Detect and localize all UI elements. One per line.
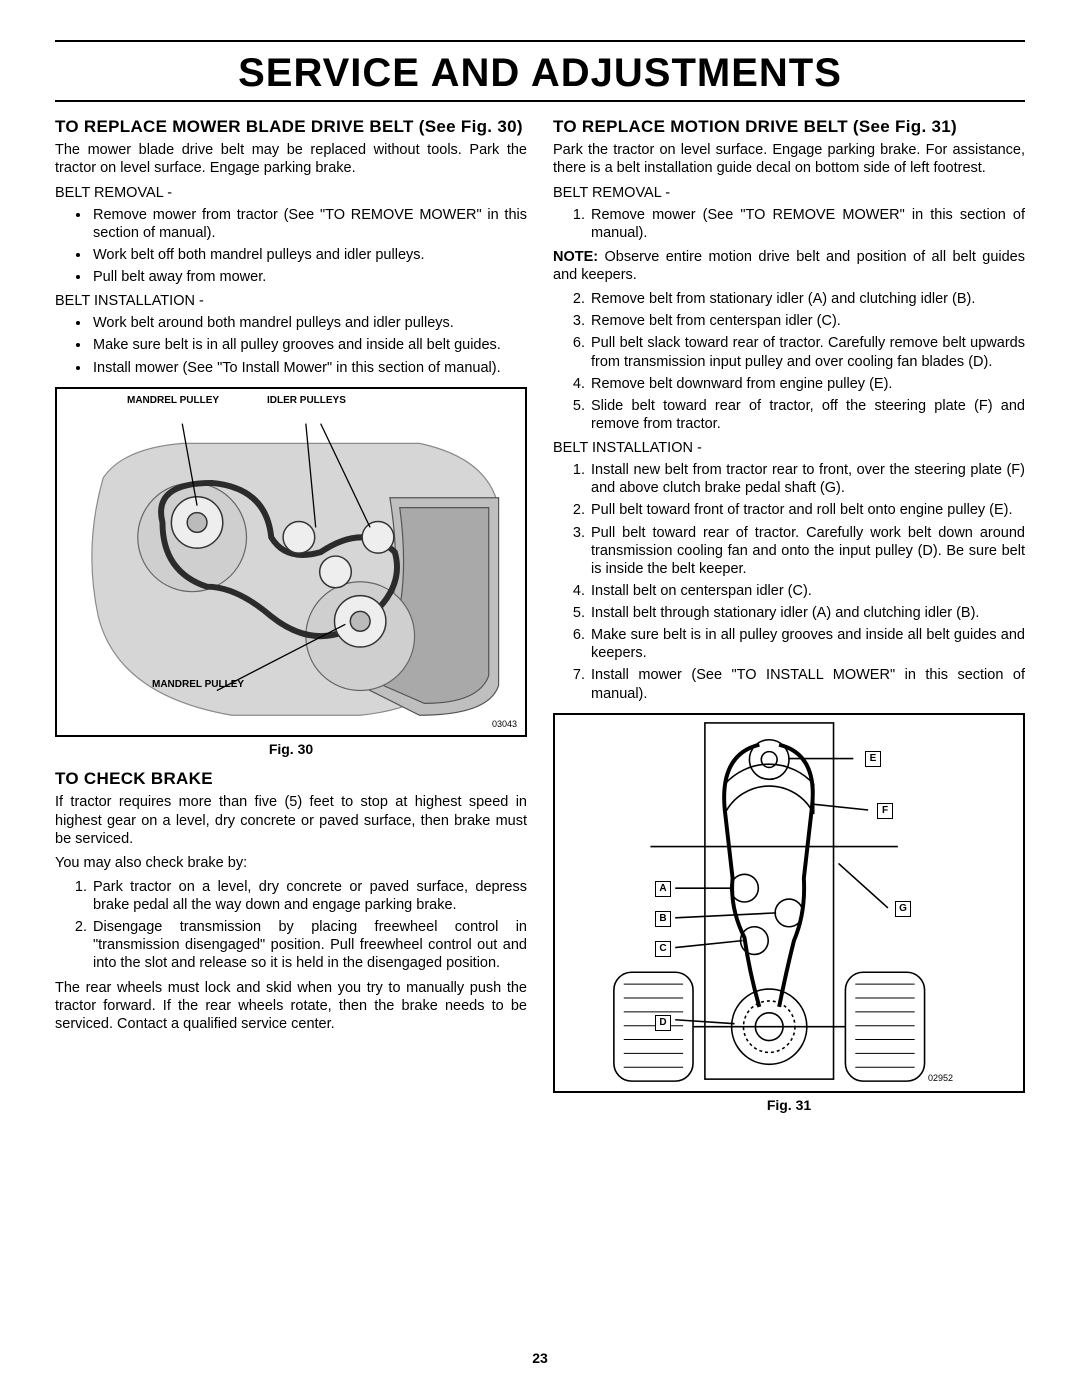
fig30-label-idler: IDLER PULLEYS xyxy=(267,395,346,406)
blade-removal-subhead: BELT REMOVAL - xyxy=(55,184,527,202)
fig31-label-E: E xyxy=(865,751,881,767)
motion-removal-item: Remove belt from centerspan idler (C). xyxy=(589,312,1025,330)
motion-removal-list-a: Remove mower (See "TO REMOVE MOWER" in t… xyxy=(553,206,1025,242)
fig31-caption: Fig. 31 xyxy=(553,1097,1025,1115)
right-column: TO REPLACE MOTION DRIVE BELT (See Fig. 3… xyxy=(553,116,1025,1124)
rule-bottom xyxy=(55,100,1025,102)
blade-removal-item: Work belt off both mandrel pulleys and i… xyxy=(91,246,527,264)
fig31-label-A: A xyxy=(655,881,671,897)
motion-removal-item: Remove belt from stationary idler (A) an… xyxy=(589,290,1025,308)
motion-install-item: Pull belt toward rear of tractor. Carefu… xyxy=(589,524,1025,578)
motion-removal-item: Remove mower (See "TO REMOVE MOWER" in t… xyxy=(589,206,1025,242)
blade-install-list: Work belt around both mandrel pulleys an… xyxy=(55,314,527,376)
motion-removal-subhead: BELT REMOVAL - xyxy=(553,184,1025,202)
rule-top xyxy=(55,40,1025,42)
figure-31-box: E F G A B C D 02952 xyxy=(553,713,1025,1093)
two-column-layout: TO REPLACE MOWER BLADE DRIVE BELT (See F… xyxy=(55,116,1025,1124)
page-title: SERVICE AND ADJUSTMENTS xyxy=(55,48,1025,98)
blade-removal-list: Remove mower from tractor (See "TO REMOV… xyxy=(55,206,527,287)
blade-install-item: Work belt around both mandrel pulleys an… xyxy=(91,314,527,332)
page-number: 23 xyxy=(0,1350,1080,1368)
brake-p1: If tractor requires more than five (5) f… xyxy=(55,793,527,847)
brake-steps: Park tractor on a level, dry concrete or… xyxy=(55,878,527,973)
motion-install-item: Install mower (See "TO INSTALL MOWER" in… xyxy=(589,666,1025,702)
motion-removal-list-b: Remove belt from stationary idler (A) an… xyxy=(553,290,1025,433)
motion-removal-item: Slide belt toward rear of tractor, off t… xyxy=(589,397,1025,433)
section-title-motion-belt: TO REPLACE MOTION DRIVE BELT (See Fig. 3… xyxy=(553,116,1025,137)
blade-belt-intro: The mower blade drive belt may be replac… xyxy=(55,141,527,177)
section-title-check-brake: TO CHECK BRAKE xyxy=(55,768,527,789)
fig30-label-mandrel-bot: MANDREL PULLEY xyxy=(152,679,244,690)
blade-install-item: Make sure belt is in all pulley grooves … xyxy=(91,336,527,354)
motion-note: NOTE: Observe entire motion drive belt a… xyxy=(553,248,1025,284)
blade-removal-item: Remove mower from tractor (See "TO REMOV… xyxy=(91,206,527,242)
motion-install-item: Install belt through stationary idler (A… xyxy=(589,604,1025,622)
motion-install-item: Install belt on centerspan idler (C). xyxy=(589,582,1025,600)
motion-install-list: Install new belt from tractor rear to fr… xyxy=(553,461,1025,703)
motion-install-item: Make sure belt is in all pulley grooves … xyxy=(589,626,1025,662)
motion-install-item: Install new belt from tractor rear to fr… xyxy=(589,461,1025,497)
fig31-label-C: C xyxy=(655,941,671,957)
fig31-label-D: D xyxy=(655,1015,671,1031)
brake-p3: The rear wheels must lock and skid when … xyxy=(55,979,527,1033)
fig31-label-G: G xyxy=(895,901,911,917)
blade-install-item: Install mower (See "To Install Mower" in… xyxy=(91,359,527,377)
figure-30-box: MANDREL PULLEY IDLER PULLEYS MANDREL PUL… xyxy=(55,387,527,737)
motion-belt-intro: Park the tractor on level surface. Engag… xyxy=(553,141,1025,177)
motion-removal-item: Pull belt slack toward rear of tractor. … xyxy=(589,334,1025,370)
brake-p2: You may also check brake by: xyxy=(55,854,527,872)
fig31-code: 02952 xyxy=(928,1073,953,1084)
motion-removal-item: Remove belt downward from engine pulley … xyxy=(589,375,1025,393)
note-label: NOTE: xyxy=(553,249,598,265)
brake-step: Park tractor on a level, dry concrete or… xyxy=(91,878,527,914)
fig31-label-B: B xyxy=(655,911,671,927)
fig31-label-F: F xyxy=(877,803,893,819)
blade-install-subhead: BELT INSTALLATION - xyxy=(55,292,527,310)
note-text: Observe entire motion drive belt and pos… xyxy=(553,249,1025,283)
figure-31-svg xyxy=(555,715,1023,1091)
section-title-blade-belt: TO REPLACE MOWER BLADE DRIVE BELT (See F… xyxy=(55,116,527,137)
left-column: TO REPLACE MOWER BLADE DRIVE BELT (See F… xyxy=(55,116,527,1124)
brake-step: Disengage transmission by placing freewh… xyxy=(91,918,527,972)
fig30-label-mandrel-top: MANDREL PULLEY xyxy=(127,395,219,406)
motion-install-subhead: BELT INSTALLATION - xyxy=(553,439,1025,457)
motion-install-item: Pull belt toward front of tractor and ro… xyxy=(589,501,1025,519)
figure-30-svg xyxy=(57,389,525,735)
fig30-caption: Fig. 30 xyxy=(55,741,527,759)
fig30-code: 03043 xyxy=(492,719,517,730)
blade-removal-item: Pull belt away from mower. xyxy=(91,268,527,286)
